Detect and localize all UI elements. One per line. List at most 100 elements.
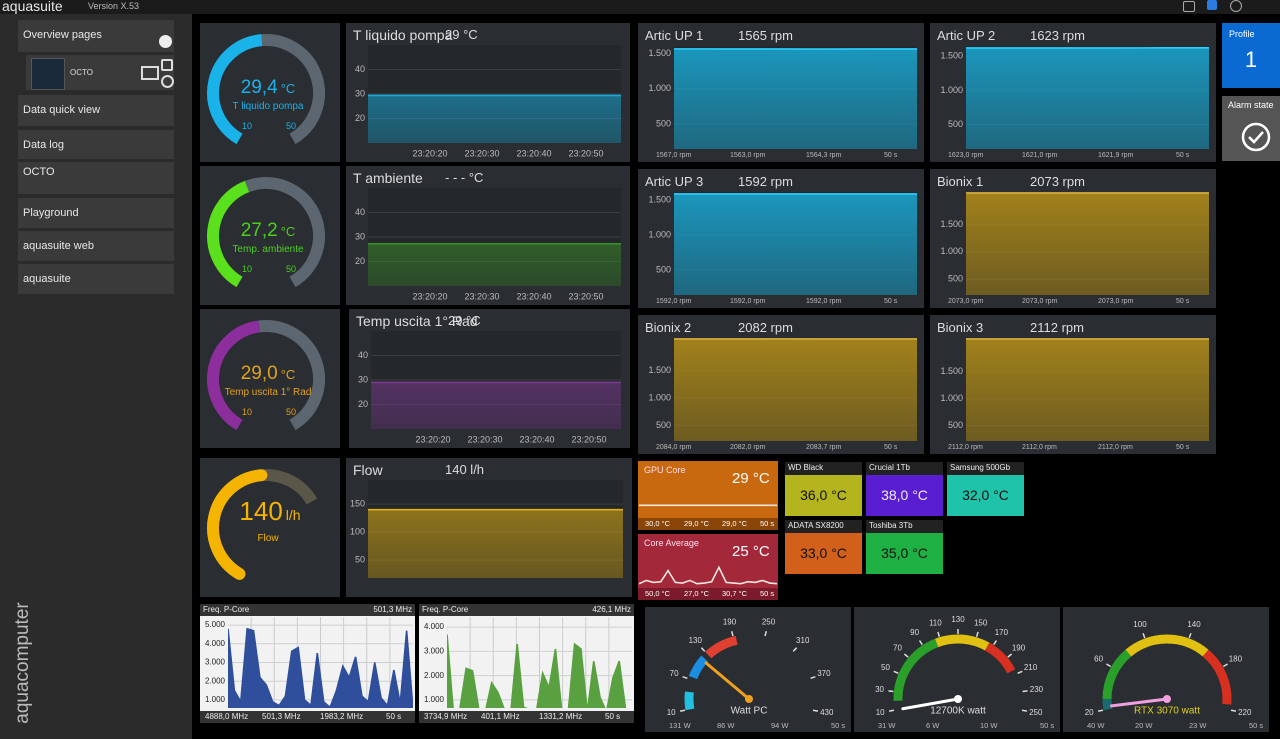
app-version: Version X.53 — [88, 1, 140, 11]
profile-tile[interactable]: Profile 1 — [1222, 23, 1280, 88]
fan-reading: 1592 rpm — [738, 174, 793, 189]
drive-name: ADATA SX8200 — [788, 521, 844, 530]
tile-stat: 50,0 °C — [645, 589, 671, 598]
freq-reading: 426,1 MHz — [592, 605, 631, 614]
area — [368, 243, 621, 286]
sidebar-item[interactable]: OCTO — [18, 162, 174, 194]
dial-tick — [1106, 663, 1112, 668]
tile-footer — [638, 588, 778, 600]
sidebar-item-label: Playground — [23, 207, 79, 219]
trend-title: Flow — [353, 462, 383, 478]
trend-panel: 20 30 40 23:20:20 23:20:30 23:20:40 23:20:50 T … — [346, 166, 630, 305]
drive-tile: WD Black 36,0 °C — [785, 462, 862, 516]
drive-name: Toshiba 3Tb — [869, 521, 913, 530]
dial-tick — [993, 640, 998, 646]
app-name: aquasuite — [2, 0, 63, 14]
plot-svg: 10 50 29,0 °C Temp uscita 1° Rad — [207, 320, 325, 431]
gauge-label: T liquido pompa — [233, 101, 304, 112]
dial-tick — [700, 647, 706, 652]
sidebar-item[interactable]: Data quick view — [18, 95, 174, 126]
trend-panel: 20 30 40 23:20:20 23:20:30 23:20:40 23:20:50 T … — [346, 23, 630, 162]
dial-needle — [901, 697, 960, 711]
y-tick-label: 5.000 — [205, 620, 226, 629]
drive-reading: 33,0 °C — [800, 545, 847, 561]
gauge-track — [258, 320, 325, 431]
gauge-arc — [207, 320, 261, 431]
layers-icon[interactable] — [1207, 0, 1217, 10]
freq-stat: 401,1 MHz — [481, 712, 520, 721]
gauge-track — [261, 34, 325, 145]
dial-band — [893, 638, 939, 701]
plot-svg: 1.500 1.000 500 1623,0 rpm 1621,0 rpm 1621,9 … — [940, 46, 1209, 159]
plot-svg: 30,0 °C 29,0 °C 29,0 °C 50 s — [638, 504, 778, 530]
tile-footer — [638, 518, 778, 530]
profile-title: Profile — [1229, 29, 1255, 39]
lock-icon[interactable] — [161, 59, 173, 71]
dial-label: RTX 3070 watt — [1134, 706, 1200, 717]
fan-stat: 2112,0 rpm — [1098, 444, 1133, 451]
gauge-value: 140 l/h — [239, 496, 300, 526]
y-tick-label: 40 — [358, 350, 368, 360]
plot-svg: 1.000 2.000 3.000 4.000 3734,9 MHz 401,1 MHz 1… — [419, 604, 634, 723]
gauge-arc — [207, 34, 263, 145]
plot-svg — [1241, 122, 1271, 152]
freq-stat: 501,3 MHz — [262, 712, 301, 721]
y-tick-label: 1.500 — [940, 219, 963, 229]
dial-tick — [764, 630, 767, 637]
plot-svg: 1.500 1.000 500 2073,0 rpm 2073,0 rpm 2073,0 … — [940, 192, 1209, 305]
fan-title: Artic UP 2 — [937, 28, 996, 43]
area — [371, 382, 621, 429]
freq-panel: 1.000 2.000 3.000 4.000 3734,9 MHz 401,1 MHz 1… — [419, 604, 634, 723]
alarm-tile[interactable]: Alarm state — [1222, 96, 1280, 161]
add-page-icon[interactable] — [159, 35, 172, 48]
gauge-value-number: 29,4 — [241, 77, 278, 98]
fan-stat: 2112,0 rpm — [1022, 444, 1057, 451]
area — [639, 505, 777, 517]
sidebar-item[interactable]: Data log — [18, 130, 174, 159]
drive-tile: Samsung 500Gb 32,0 °C — [947, 462, 1024, 516]
sidebar-item[interactable]: aquasuite web — [18, 231, 174, 261]
plot-svg: 20 30 40 23:20:20 23:20:30 23:20:40 23:20:50 — [358, 331, 621, 444]
x-tick-label: 23:20:40 — [519, 434, 554, 444]
y-tick-label: 1.000 — [940, 393, 963, 403]
fan-stat: 1621,9 rpm — [1098, 152, 1134, 159]
y-tick-label: 2.000 — [205, 676, 226, 685]
dial-stat: 31 W — [878, 721, 896, 730]
dial-tick — [731, 630, 734, 637]
dial-tick-label: 190 — [1012, 643, 1026, 652]
dial-tick-label: 130 — [951, 615, 965, 624]
camera-icon[interactable] — [1183, 1, 1195, 12]
fan-panel: 1.500 1.000 500 1592,0 rpm 1592,0 rpm 1592,0 … — [638, 169, 924, 308]
gauge-panel: 140 l/h Flow — [200, 458, 340, 597]
dial-band — [1125, 634, 1209, 657]
plot-svg: 10 70 130 190 250 310 370 430 Watt PC 131 W 86 W 94… — [667, 618, 846, 730]
dial-band — [1202, 649, 1232, 705]
dial-panel: 10 30 50 70 90 110 130 150 170 190 210 230 250 12700K… — [854, 607, 1060, 732]
y-tick-label: 30 — [355, 231, 365, 241]
sidebar-item-label: Overview pages — [23, 29, 102, 41]
dial-stat: 40 W — [1087, 721, 1105, 730]
dial-tick — [682, 675, 688, 680]
device-thumbnail[interactable] — [31, 58, 65, 90]
sidebar-item[interactable]: Overview pages — [18, 20, 174, 52]
dial-tick-label: 370 — [817, 669, 831, 678]
x-tick-label: 23:20:50 — [568, 148, 603, 158]
sidebar-item-label: aquasuite web — [23, 240, 94, 252]
drive-reading: 35,0 °C — [881, 545, 928, 561]
area — [368, 95, 621, 143]
sidebar-item[interactable]: aquasuite — [18, 264, 174, 294]
dial-tick-label: 430 — [820, 708, 834, 717]
dial-label: Watt PC — [731, 706, 768, 717]
info-icon[interactable] — [1230, 0, 1242, 12]
gauge-panel: 10 50 29,0 °C Temp uscita 1° Rad — [200, 309, 340, 448]
trend-reading: 29 °C — [445, 27, 478, 42]
monitor-icon[interactable] — [141, 66, 159, 80]
freq-reading: 501,3 MHz — [373, 605, 412, 614]
fan-panel: 1.500 1.000 500 1623,0 rpm 1621,0 rpm 1621,9 … — [930, 23, 1216, 162]
dial-stat: 94 W — [771, 721, 789, 730]
area — [966, 338, 1209, 441]
sidebar-item[interactable]: Playground — [18, 198, 174, 228]
y-tick-label: 1.000 — [424, 695, 445, 704]
dial-label: 12700K watt — [930, 706, 986, 717]
settings-icon[interactable] — [161, 75, 174, 88]
